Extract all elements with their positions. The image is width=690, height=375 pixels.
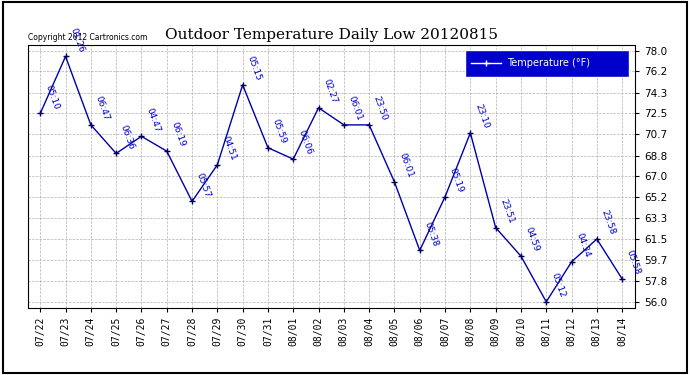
Text: 06:36: 06:36: [119, 123, 136, 151]
Text: 05:38: 05:38: [422, 220, 440, 248]
Text: 04:51: 04:51: [220, 135, 237, 162]
Text: 23:51: 23:51: [498, 198, 515, 225]
Text: 04:47: 04:47: [144, 106, 161, 134]
Text: 05:59: 05:59: [270, 117, 288, 145]
Title: Outdoor Temperature Daily Low 20120815: Outdoor Temperature Daily Low 20120815: [165, 28, 497, 42]
Text: 06:06: 06:06: [296, 129, 313, 156]
Text: Temperature (°F): Temperature (°F): [507, 58, 590, 68]
Text: 06:47: 06:47: [94, 95, 111, 122]
Text: 23:50: 23:50: [372, 95, 389, 122]
Text: 23:10: 23:10: [473, 103, 491, 130]
Text: 23:58: 23:58: [600, 209, 617, 236]
Text: 06:01: 06:01: [346, 95, 364, 122]
Text: 05:12: 05:12: [549, 272, 566, 299]
Text: 05:15: 05:15: [246, 55, 263, 82]
Text: 06:19: 06:19: [170, 121, 187, 148]
Text: 01:26: 01:26: [68, 26, 86, 54]
Text: 05:58: 05:58: [625, 249, 642, 276]
Text: 05:57: 05:57: [195, 171, 212, 199]
Text: 04:59: 04:59: [524, 226, 541, 254]
FancyBboxPatch shape: [465, 50, 629, 76]
Text: Copyright 2012 Cartronics.com: Copyright 2012 Cartronics.com: [28, 33, 147, 42]
Text: 06:01: 06:01: [397, 152, 415, 179]
Text: 02:27: 02:27: [322, 78, 339, 105]
Text: 05:10: 05:10: [43, 83, 60, 111]
Text: 05:19: 05:19: [448, 166, 465, 194]
Text: 04:34: 04:34: [574, 232, 591, 259]
